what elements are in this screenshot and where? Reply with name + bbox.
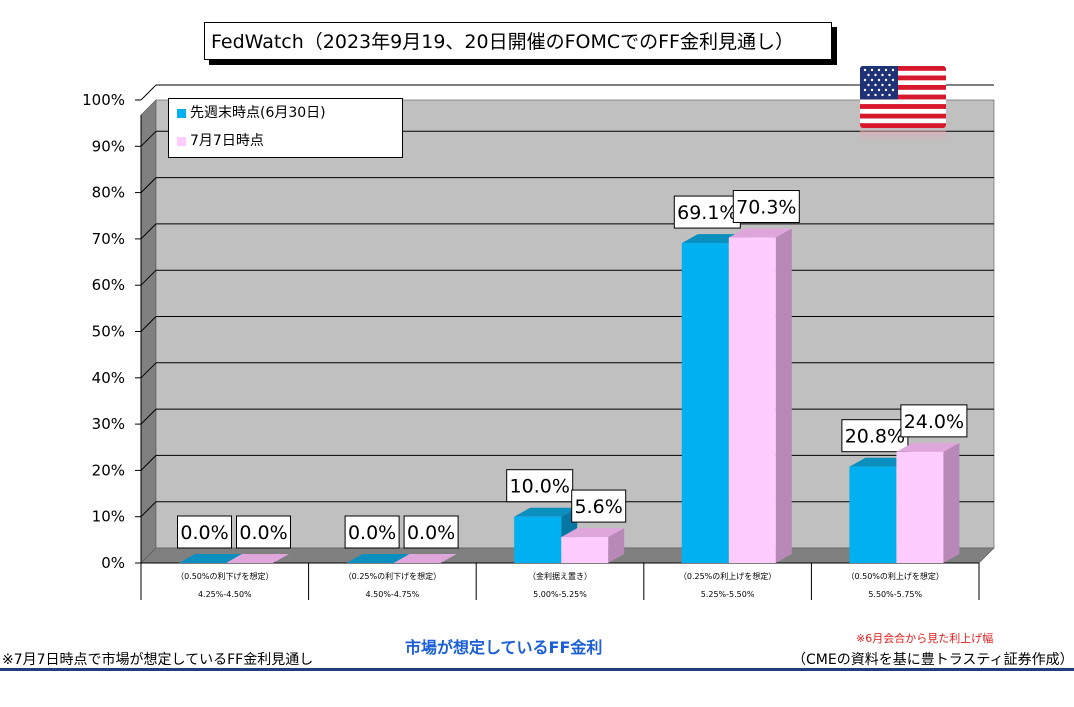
y-tick-label: 20% — [92, 461, 125, 479]
legend-label-series-2: 7月7日時点 — [190, 133, 264, 149]
source-note: （CMEの資料を基に豊トラスティ証券作成） — [792, 652, 1074, 668]
data-label: 20.8% — [845, 426, 905, 448]
data-label-box — [344, 515, 400, 549]
x-category-note: （金利据え置き） — [528, 571, 592, 581]
legend-item-series-2: 7月7日時点 — [169, 127, 402, 155]
bar — [849, 466, 897, 563]
x-category-range: 4.25%-4.50% — [198, 590, 252, 599]
data-label: 24.0% — [904, 411, 964, 433]
legend: 先週末時点(6月30日) 7月7日時点 — [168, 98, 403, 158]
gridline-side — [140, 362, 157, 379]
legend-item-series-1: 先週末時点(6月30日) — [169, 99, 402, 127]
gridline-side — [140, 501, 157, 518]
x-category-range: 5.00%-5.25% — [533, 590, 587, 599]
bar-top — [561, 528, 625, 538]
gridline-side — [140, 269, 157, 286]
flag-reflection — [860, 130, 946, 142]
data-label: 70.3% — [736, 197, 796, 219]
y-tick-label: 90% — [92, 137, 125, 155]
x-category-note: （0.25%の利下げを想定） — [344, 571, 441, 581]
bar-top — [393, 554, 457, 563]
data-label-box — [236, 515, 291, 549]
y-tick-label: 80% — [92, 184, 125, 202]
y-tick-label: 50% — [92, 323, 125, 341]
data-label-box — [732, 190, 800, 224]
bar — [681, 243, 729, 563]
data-label: 69.1% — [677, 202, 737, 224]
x-axis-title: 市場が想定しているFF金利 — [405, 638, 603, 657]
x-category-note: （0.50%の利下げを想定） — [176, 571, 273, 581]
footnote-red: ※6月会合から見た利上げ幅 — [856, 632, 994, 645]
data-label: 0.0% — [180, 522, 228, 544]
x-category-note: （0.25%の利上げを想定） — [679, 571, 776, 581]
bar — [561, 537, 609, 563]
bar-side — [775, 228, 792, 564]
data-label: 0.0% — [239, 522, 287, 544]
us-flag-icon — [860, 66, 946, 128]
y-tick-label: 40% — [92, 369, 125, 387]
bar — [896, 451, 944, 563]
y-tick-label: 0% — [101, 554, 125, 572]
gridline-side — [140, 223, 157, 240]
bar-top — [896, 442, 960, 452]
bar-top — [728, 228, 792, 238]
data-label-box — [571, 489, 627, 523]
bar-side — [943, 442, 960, 563]
x-category-note: （0.50%の利上げを想定） — [846, 571, 943, 581]
bar — [728, 237, 776, 564]
bar-top — [179, 554, 242, 563]
data-label-box — [403, 515, 459, 549]
x-category-range: 4.50%-4.75% — [366, 590, 420, 599]
y-tick-label: 30% — [92, 415, 125, 433]
data-label: 10.0% — [510, 476, 570, 498]
x-category-range: 5.50%-5.75% — [868, 590, 922, 599]
chart-title: FedWatch（2023年9月19、20日開催のFOMCでのFF金利見通し） — [204, 22, 832, 60]
data-label: 0.0% — [407, 522, 455, 544]
gridline-side — [140, 316, 157, 332]
gridline-side — [140, 130, 157, 147]
y-tick-label: 70% — [92, 230, 125, 248]
bar-side — [608, 528, 625, 563]
footnote-left: ※7月7日時点で市場が想定しているFF金利見通し — [2, 652, 314, 668]
data-label: 5.6% — [575, 496, 623, 518]
bar-top — [226, 554, 289, 563]
bar — [514, 516, 562, 563]
y-tick-label: 10% — [92, 508, 125, 526]
gridline-side — [140, 408, 157, 425]
legend-label-series-1: 先週末時点(6月30日) — [190, 105, 326, 121]
data-label-box — [673, 195, 741, 229]
bar-top — [514, 507, 578, 517]
data-label-box — [841, 419, 909, 453]
legend-swatch-series-2 — [177, 136, 186, 146]
data-label-box — [900, 404, 968, 438]
x-category-range: 5.25%-5.50% — [701, 590, 755, 599]
data-label: 0.0% — [348, 522, 396, 544]
gridline-side — [140, 455, 157, 471]
legend-swatch-series-1 — [177, 108, 186, 118]
y-tick-label: 100% — [82, 91, 125, 109]
data-label-box — [177, 515, 232, 549]
gridline-side — [140, 84, 157, 101]
bottom-rule — [0, 668, 1074, 671]
y-tick-label: 60% — [92, 276, 125, 294]
bar-top — [346, 554, 410, 563]
side-wall — [140, 99, 157, 564]
gridline-side — [140, 177, 157, 193]
data-label-box — [506, 469, 574, 503]
